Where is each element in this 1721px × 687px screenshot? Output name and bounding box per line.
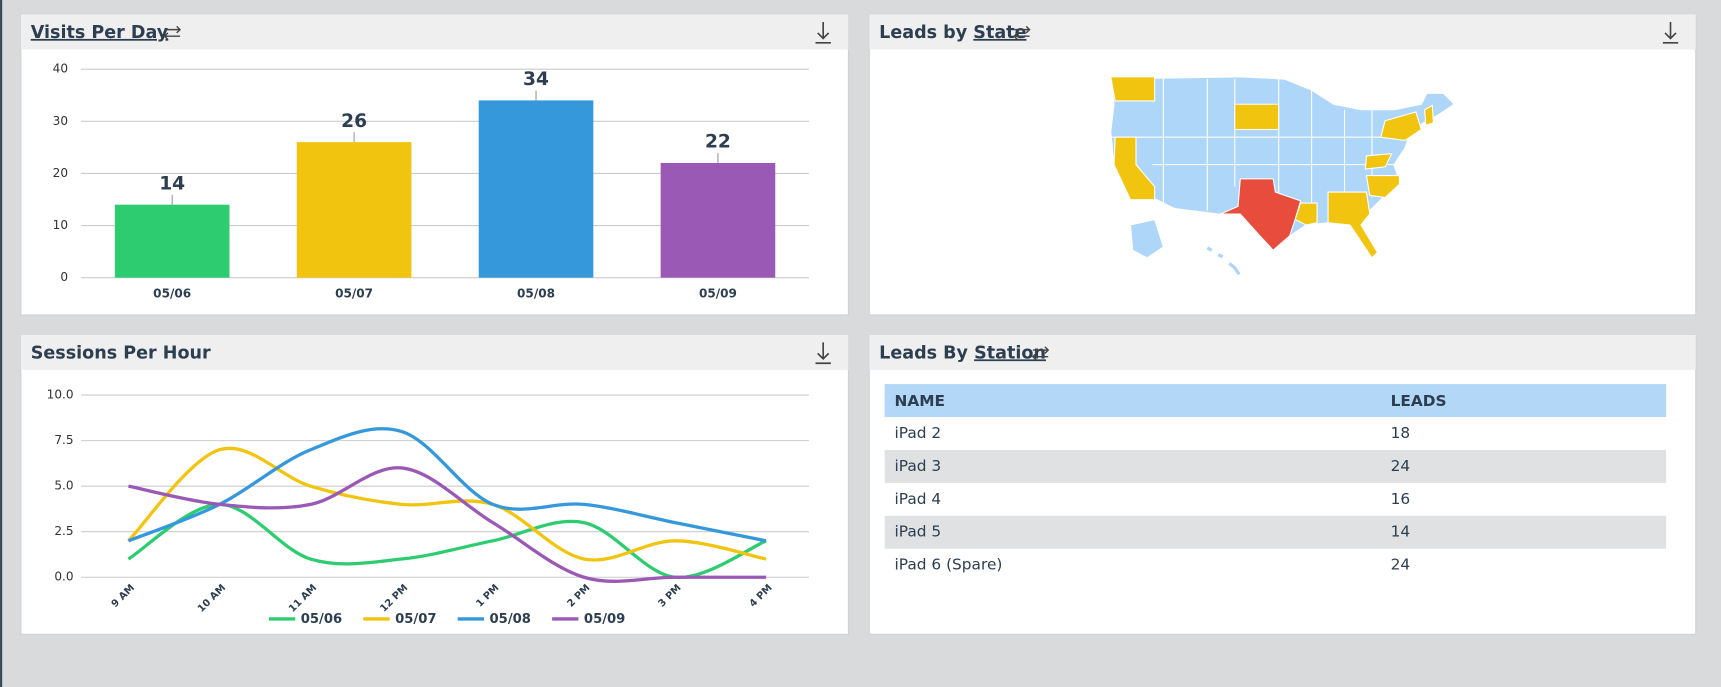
download-icon[interactable] [815, 342, 831, 365]
row-bg [884, 515, 1667, 549]
y-tick-label: 30 [53, 114, 68, 128]
panel-header [869, 14, 1696, 50]
panel-header [20, 334, 849, 370]
bar [660, 162, 776, 278]
state-ca [1113, 136, 1156, 201]
value-label: 26 [341, 111, 367, 132]
left-edge [0, 0, 3, 687]
panel-header [869, 334, 1696, 370]
title-link[interactable]: Station [974, 343, 1046, 363]
legend-label: 05/09 [584, 612, 625, 627]
panel-station: Leads By Station [868, 334, 1697, 635]
table-header-bg [884, 384, 1667, 418]
swap-icon[interactable] [163, 25, 182, 41]
column-header: LEADS [1391, 392, 1447, 410]
table-cell: 18 [1391, 424, 1411, 442]
bar [114, 204, 230, 278]
row-bg [884, 449, 1667, 483]
series-line [127, 446, 767, 562]
panel-title: Leads By Station [879, 343, 1046, 363]
panel-map: Leads by State [868, 13, 1697, 316]
y-tick-label: 2.5 [54, 524, 73, 538]
title-link[interactable]: State [973, 23, 1026, 43]
panel-header [20, 14, 849, 50]
state-la [1294, 202, 1318, 226]
y-tick-label: 5.0 [54, 479, 73, 493]
table-cell: iPad 6 (Spare) [895, 556, 1003, 574]
title-text: Leads by [879, 23, 968, 43]
download-icon[interactable] [1662, 21, 1679, 44]
panel-body [868, 334, 1697, 635]
bar [296, 142, 412, 278]
table-cell: 24 [1391, 556, 1411, 574]
legend-label: 05/08 [490, 612, 531, 627]
state-nh [1424, 104, 1435, 126]
table-cell: 24 [1391, 457, 1411, 475]
state-se [1327, 191, 1379, 259]
table-cell: iPad 5 [895, 523, 942, 541]
x-tick-label: 05/07 [335, 287, 373, 301]
legend-label: 05/06 [301, 612, 342, 627]
panel-title: Leads by State [879, 23, 1026, 43]
series-line [128, 466, 767, 583]
title-text: Leads By [879, 343, 968, 363]
table-cell: 14 [1391, 523, 1411, 541]
us-map [1110, 76, 1456, 276]
state-borders [1110, 79, 1400, 225]
value-label: 14 [159, 173, 185, 194]
column-header: NAME [895, 392, 946, 410]
series-line [127, 427, 767, 543]
table-cell: 16 [1391, 490, 1411, 508]
state-va [1364, 153, 1393, 170]
panel-sessions: Sessions Per Hour [20, 334, 849, 635]
state-ak [1129, 218, 1165, 259]
bar [478, 100, 594, 278]
value-label: 22 [705, 132, 731, 153]
y-tick-label: 7.5 [54, 433, 73, 447]
table-cell: iPad 3 [895, 457, 942, 475]
table-cell: iPad 4 [895, 490, 942, 508]
y-tick-label: 0 [60, 270, 68, 284]
state-wa [1110, 76, 1156, 102]
legend-label: 05/07 [395, 612, 436, 627]
value-label: 34 [523, 69, 549, 90]
state-nc [1365, 175, 1400, 199]
swap-icon[interactable] [1013, 25, 1031, 41]
state-ny [1380, 111, 1423, 142]
download-icon[interactable] [815, 21, 831, 44]
x-tick-label: 05/08 [517, 287, 555, 301]
state-sd [1234, 103, 1280, 131]
y-tick-label: 0.0 [54, 570, 73, 584]
swap-icon[interactable] [1031, 346, 1050, 361]
x-tick-label: 05/09 [699, 287, 737, 301]
state-tx [1220, 178, 1302, 251]
y-tick-label: 40 [53, 62, 68, 76]
y-tick-label: 10 [53, 218, 68, 232]
panel-title: Sessions Per Hour [31, 343, 211, 363]
state-hi [1206, 246, 1241, 276]
y-tick-label: 20 [53, 166, 68, 180]
panel-body [20, 334, 849, 635]
panel-title[interactable]: Visits Per Day [31, 23, 169, 43]
y-tick-label: 10.0 [47, 388, 74, 402]
x-tick-label: 05/06 [153, 287, 191, 301]
table-cell: iPad 2 [895, 424, 942, 442]
